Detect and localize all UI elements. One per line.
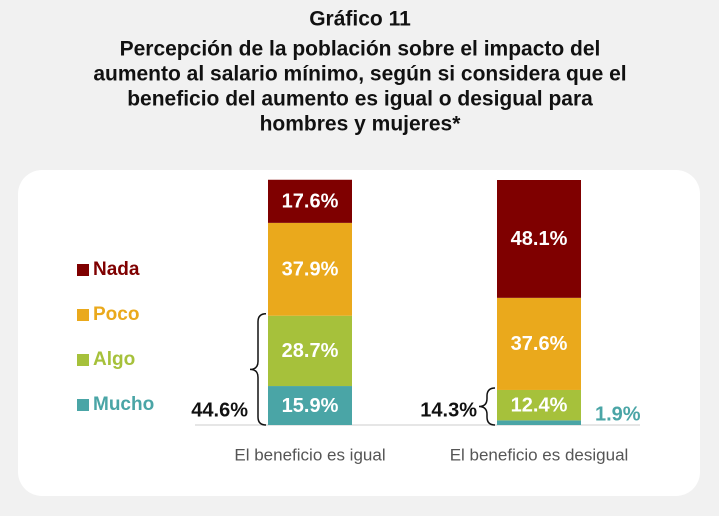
bar-segment — [497, 420, 581, 425]
legend-label: Mucho — [93, 394, 154, 415]
data-label: 12.4% — [511, 394, 568, 416]
data-label: 28.7% — [282, 340, 339, 362]
bar-segment — [268, 386, 352, 425]
data-label: 48.1% — [511, 228, 568, 250]
chart-title: Gráfico 11 — [309, 8, 411, 31]
legend-swatch — [77, 354, 89, 366]
bar-segment — [497, 297, 581, 390]
data-label: 15.9% — [282, 395, 339, 417]
chart-subtitle: hombres y mujeres* — [260, 113, 462, 136]
legend-swatch — [77, 264, 89, 276]
chart-subtitle: beneficio del aumento es igual o desigua… — [127, 88, 593, 111]
legend-label: Poco — [93, 304, 139, 325]
x-tick-label: El beneficio es desigual — [450, 445, 629, 464]
bar-segment — [497, 389, 581, 421]
legend-swatch — [77, 309, 89, 321]
data-label: 37.9% — [282, 259, 339, 281]
legend-swatch — [77, 399, 89, 411]
legend-label: Nada — [93, 259, 140, 280]
data-label: 37.6% — [511, 333, 568, 355]
brace-label: 44.6% — [191, 399, 248, 421]
chart-subtitle: Percepción de la población sobre el impa… — [120, 38, 601, 61]
brace — [478, 387, 496, 426]
bar-segment — [268, 222, 352, 316]
x-tick-label: El beneficio es igual — [234, 445, 385, 464]
brace — [249, 312, 267, 426]
bar-segment — [268, 315, 352, 387]
bar-segment — [497, 180, 581, 298]
bar-segment — [268, 179, 352, 223]
brace-label: 14.3% — [420, 399, 477, 421]
chart-subtitle: aumento al salario mínimo, según si cons… — [93, 63, 626, 86]
legend-label: Algo — [93, 349, 135, 370]
data-label: 1.9% — [595, 403, 641, 425]
data-label: 17.6% — [282, 191, 339, 213]
